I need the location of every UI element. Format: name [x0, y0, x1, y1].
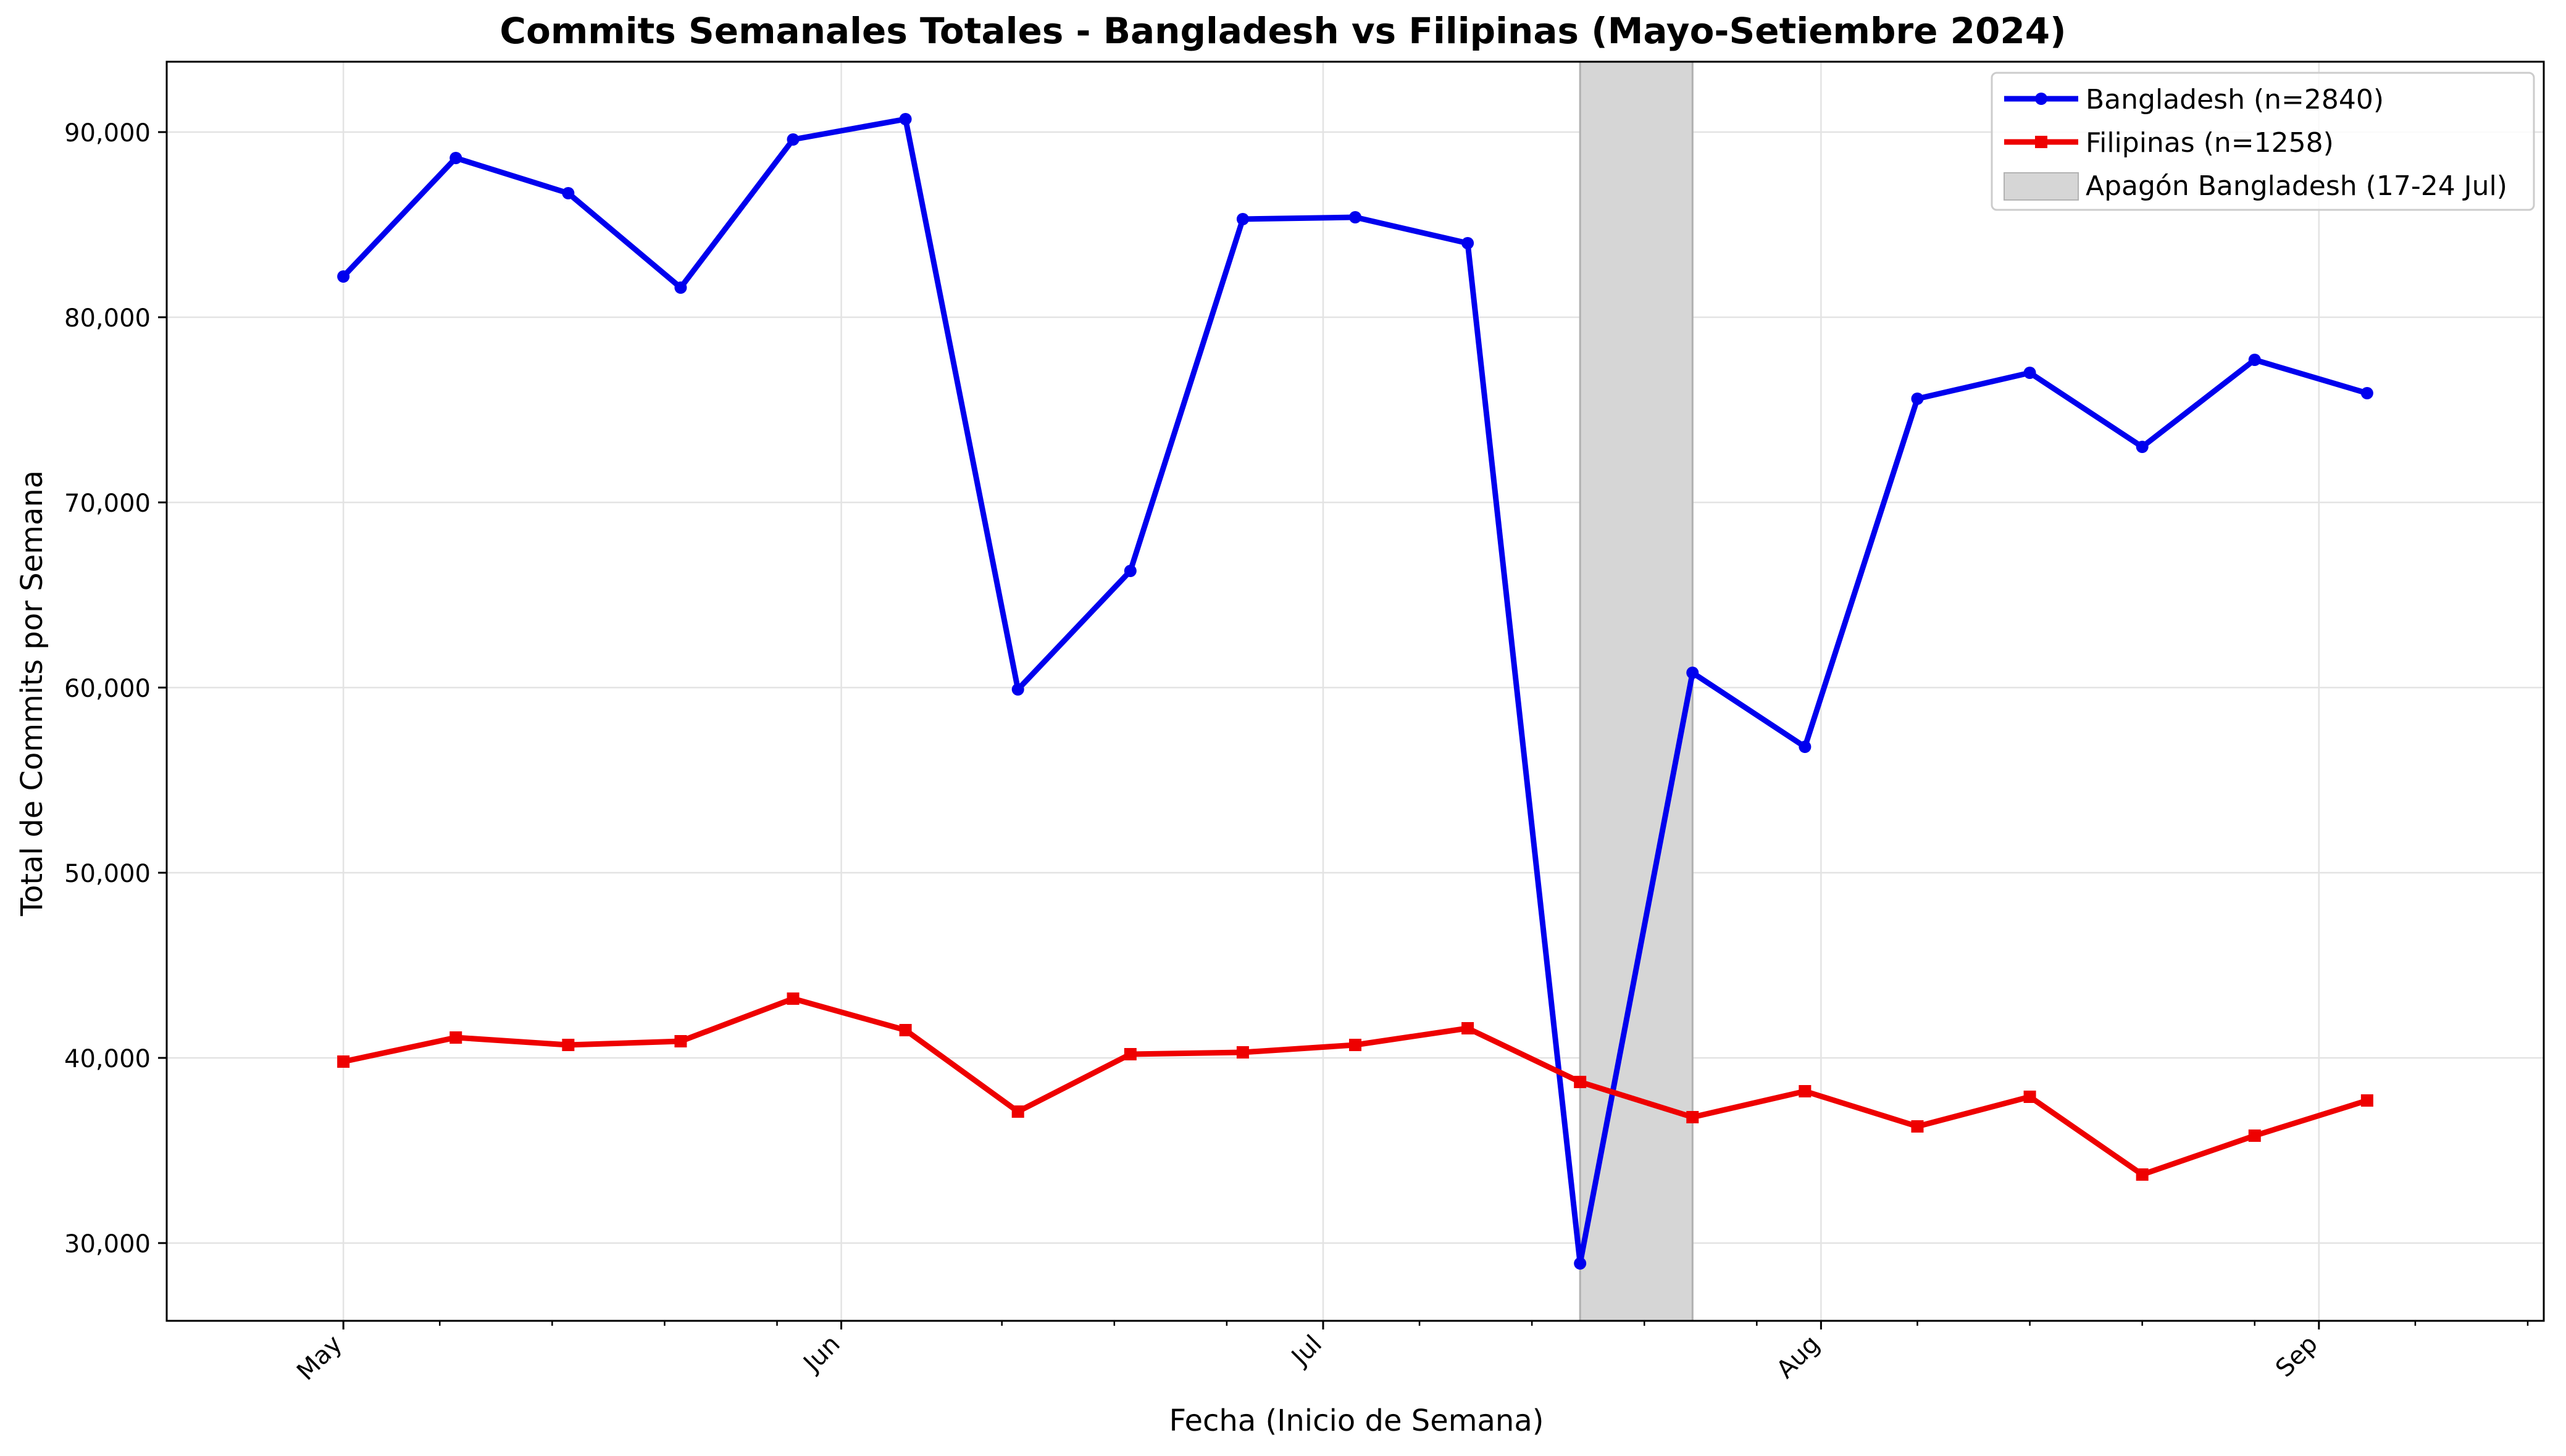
data-point-filipinas [899, 1024, 912, 1036]
data-point-filipinas [562, 1039, 575, 1051]
data-point-filipinas [337, 1055, 350, 1068]
legend: Bangladesh (n=2840) Filipinas (n=1258) A… [1991, 72, 2535, 211]
data-point-filipinas [1911, 1120, 1924, 1133]
data-point-bangladesh [1124, 565, 1137, 577]
data-point-bangladesh [2023, 367, 2036, 379]
data-point-bangladesh [1574, 1257, 1587, 1270]
shaded-region-apagon [1579, 60, 1694, 1322]
data-point-filipinas [2023, 1091, 2036, 1103]
plot-frame [165, 60, 2545, 1322]
y-tick-label: 30,000 [64, 1230, 151, 1258]
data-point-bangladesh [1349, 211, 1361, 223]
data-point-bangladesh [1461, 237, 1474, 249]
data-point-bangladesh [674, 281, 687, 294]
data-point-filipinas [674, 1035, 687, 1047]
data-point-bangladesh [787, 133, 800, 146]
data-point-bangladesh [1236, 213, 1249, 225]
y-tick-label: 60,000 [64, 675, 151, 703]
data-point-bangladesh [449, 152, 462, 164]
data-point-filipinas [2248, 1129, 2261, 1142]
data-point-bangladesh [899, 113, 912, 125]
data-point-bangladesh [1799, 741, 1812, 753]
data-point-filipinas [1686, 1111, 1699, 1123]
y-tick-label: 90,000 [64, 119, 151, 148]
data-point-bangladesh [1686, 667, 1699, 679]
data-point-filipinas [1236, 1046, 1249, 1059]
legend-marker-filipinas [2035, 136, 2047, 148]
y-tick-label: 80,000 [64, 304, 151, 333]
data-point-filipinas [1461, 1022, 1474, 1034]
data-point-filipinas [787, 992, 800, 1005]
series-layer [337, 113, 2373, 1270]
data-point-filipinas [2360, 1094, 2373, 1107]
data-point-filipinas [1799, 1085, 1812, 1097]
data-point-filipinas [1124, 1048, 1137, 1060]
data-point-filipinas [1349, 1039, 1361, 1051]
data-point-bangladesh [1911, 393, 1924, 405]
data-point-bangladesh [562, 187, 575, 199]
shaded-region-layer [1579, 60, 1694, 1322]
data-point-bangladesh [2248, 354, 2261, 366]
x-axis-label: Fecha (Inicio de Semana) [1169, 1404, 1544, 1438]
chart-title: Commits Semanales Totales - Bangladesh v… [499, 10, 2066, 52]
data-point-bangladesh [2360, 387, 2373, 399]
y-tick-label: 40,000 [64, 1045, 151, 1073]
y-axis-label: Total de Commits por Semana [15, 470, 49, 917]
legend-box [1991, 72, 2535, 211]
data-point-bangladesh [1011, 683, 1024, 696]
data-point-filipinas [2136, 1168, 2149, 1181]
legend-label-bangladesh: Bangladesh (n=2840) [2086, 84, 2384, 115]
data-point-filipinas [1011, 1105, 1024, 1118]
data-point-bangladesh [2136, 441, 2149, 453]
y-tick-label: 50,000 [64, 860, 151, 888]
legend-swatch-apagon [2004, 172, 2079, 201]
y-tick-label: 70,000 [64, 489, 151, 518]
data-point-filipinas [1574, 1076, 1587, 1088]
data-point-filipinas [449, 1031, 462, 1044]
legend-label-filipinas: Filipinas (n=1258) [2086, 127, 2334, 159]
legend-marker-bangladesh [2035, 93, 2047, 105]
legend-label-apagon: Apagón Bangladesh (17-24 Jul) [2086, 170, 2507, 202]
data-point-bangladesh [337, 270, 350, 283]
